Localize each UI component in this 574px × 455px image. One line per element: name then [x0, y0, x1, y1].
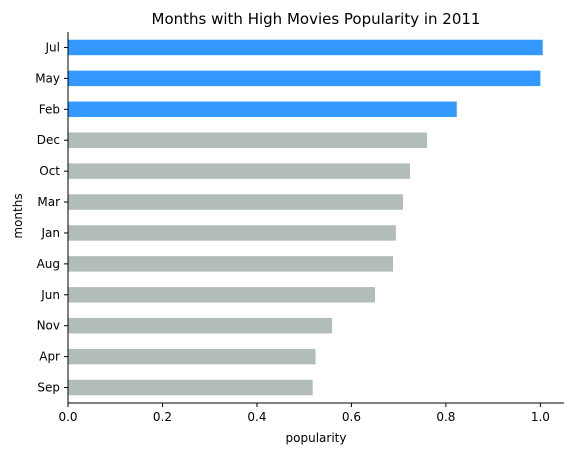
- y-tick-label: Jan: [41, 226, 61, 240]
- bar-nov: [68, 317, 333, 334]
- y-tick-label: Sep: [37, 381, 60, 395]
- y-tick-label: Oct: [39, 164, 60, 178]
- x-tick-label: 0.4: [247, 410, 266, 424]
- x-tick-label: 0.8: [436, 410, 455, 424]
- bar-dec: [68, 132, 428, 148]
- bars-group: [68, 39, 543, 396]
- bar-jun: [68, 287, 376, 303]
- y-tick-label: Aug: [37, 257, 60, 271]
- y-tick-label: Jul: [45, 40, 60, 54]
- y-tick-label: May: [35, 71, 60, 85]
- bar-mar: [68, 194, 403, 210]
- y-axis-label: months: [11, 193, 25, 238]
- x-tick-label: 0.0: [58, 410, 77, 424]
- bar-may: [68, 70, 541, 87]
- chart-title: Months with High Movies Popularity in 20…: [152, 10, 481, 28]
- x-axis-ticks: 0.0 0.2 0.4 0.6 0.8 1.0: [58, 403, 550, 424]
- x-axis-label: popularity: [286, 431, 347, 445]
- bar-jan: [68, 225, 396, 241]
- x-tick-label: 0.2: [153, 410, 172, 424]
- bar-oct: [68, 163, 411, 179]
- bar-feb: [68, 101, 457, 118]
- y-tick-label: Feb: [39, 102, 60, 116]
- y-tick-label: Mar: [37, 195, 60, 209]
- bar-aug: [68, 256, 393, 272]
- bar-jul: [68, 39, 543, 56]
- y-tick-label: Jun: [40, 288, 60, 302]
- x-tick-label: 1.0: [531, 410, 550, 424]
- x-tick-label: 0.6: [342, 410, 361, 424]
- y-tick-label: Apr: [39, 350, 60, 364]
- y-tick-label: Nov: [37, 319, 60, 333]
- y-tick-label: Dec: [37, 133, 60, 147]
- y-axis-ticks: Jul May Feb Dec Oct Mar Jan Aug Jun Nov Apr Sep: [35, 40, 68, 395]
- bar-apr: [68, 348, 316, 365]
- bar-sep: [68, 379, 313, 396]
